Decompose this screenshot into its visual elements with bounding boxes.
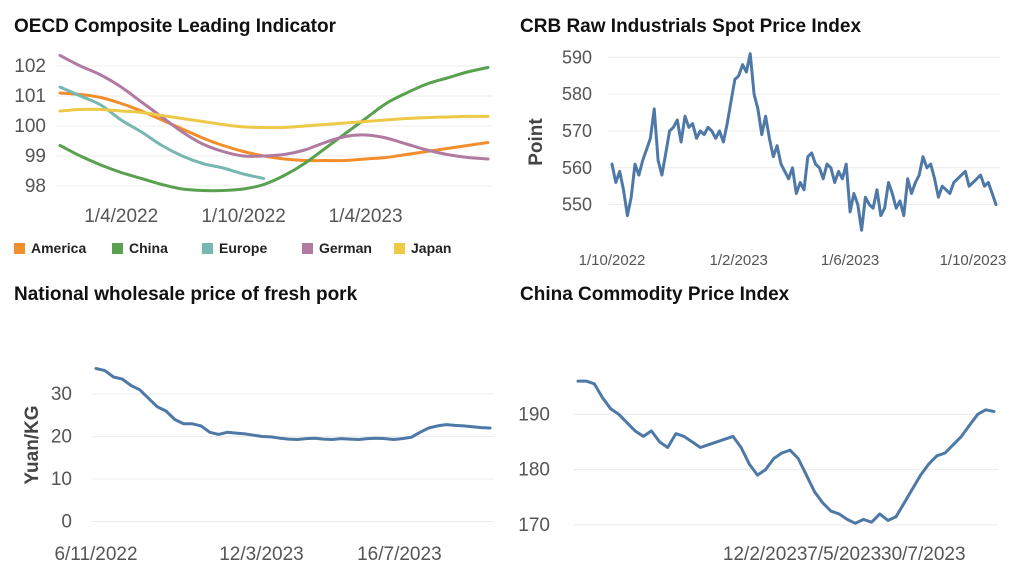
y-tick-label: 99: [25, 146, 46, 167]
chart-title: National wholesale price of fresh pork: [14, 284, 358, 305]
legend-swatch: [112, 242, 123, 254]
y-axis-label: Point: [526, 118, 547, 166]
y-tick-label: 170: [518, 515, 550, 536]
y-tick-label: 560: [562, 158, 592, 178]
x-tick-label: 1/10/2022: [201, 206, 286, 227]
series-line-main: [576, 379, 996, 525]
legend-label: Japan: [411, 240, 452, 256]
chart-pork: National wholesale price of fresh pork 0…: [0, 280, 500, 576]
y-axis-label: Yuan/KG: [22, 405, 43, 484]
legend-label: America: [31, 240, 87, 256]
series-line-europe: [58, 85, 266, 180]
legend-item-china: China: [112, 240, 202, 256]
y-tick-label: 550: [562, 195, 592, 215]
chart-ccpi: China Commodity Price Index 170 180 190 12/…: [512, 280, 1024, 576]
legend-swatch: [394, 242, 405, 254]
legend-label: Europe: [219, 240, 268, 256]
y-tick-label: 20: [51, 427, 72, 448]
series-line-main: [610, 52, 998, 232]
y-tick-label: 10: [51, 469, 72, 490]
y-tick-label: 180: [518, 460, 550, 481]
legend-swatch: [14, 242, 25, 254]
x-tick-label: 1/10/2023: [940, 252, 1007, 269]
series-line-america: [58, 91, 490, 163]
x-tick-label: 7/5/2023: [807, 544, 881, 565]
x-tick-label: 1/10/2022: [579, 252, 646, 269]
x-tick-label: 16/7/2023: [357, 544, 442, 565]
legend-swatch: [302, 242, 313, 254]
y-tick-label: 102: [14, 56, 46, 77]
legend-item-europe: Europe: [202, 240, 302, 256]
y-tick-label: 101: [14, 86, 46, 107]
x-tick-label: 1/4/2022: [84, 206, 158, 227]
y-tick-label: 0: [61, 512, 72, 533]
chart-title: China Commodity Price Index: [520, 284, 790, 305]
series-line-german: [58, 54, 490, 161]
chart-crb-plot: 550 560 570 580 590 1/10/2022 1/2/2023 1/6/2023…: [526, 47, 1007, 269]
chart-oecd-plot: 98 99 100 101 102 1/4/2022 1/10/2022 1/4/2023: [14, 54, 492, 227]
chart-ccpi-plot: 170 180 190 12/2/2023 7/5/2023 30/7/2023: [518, 379, 998, 565]
x-tick-label: 1/2/2023: [710, 252, 768, 269]
y-tick-label: 190: [518, 404, 550, 425]
x-tick-label: 1/6/2023: [821, 252, 879, 269]
y-tick-label: 570: [562, 121, 592, 141]
y-tick-label: 590: [562, 47, 592, 67]
x-tick-label: 6/11/2022: [54, 544, 137, 565]
y-tick-label: 98: [25, 176, 46, 197]
y-tick-label: 30: [51, 384, 72, 405]
x-tick-label: 12/3/2023: [219, 544, 304, 565]
chart-crb: CRB Raw Industrials Spot Price Index 550…: [512, 0, 1024, 280]
legend-label: German: [319, 240, 372, 256]
chart-legend: America China Europe German Japan: [14, 240, 474, 256]
legend-item-german: German: [302, 240, 394, 256]
x-tick-label: 12/2/2023: [723, 544, 808, 565]
series-line-japan: [58, 107, 490, 130]
y-tick-label: 100: [14, 116, 46, 137]
series-line-main: [94, 367, 492, 441]
legend-label: China: [129, 240, 168, 256]
legend-swatch: [202, 242, 213, 254]
series-line-china: [58, 66, 490, 193]
y-tick-label: 580: [562, 84, 592, 104]
chart-pork-plot: 0 10 20 30 6/11/2022 12/3/2023 16/7/2023 Yuan/K…: [22, 367, 494, 565]
x-tick-label: 30/7/2023: [881, 544, 966, 565]
x-tick-label: 1/4/2023: [329, 206, 403, 227]
chart-title: OECD Composite Leading Indicator: [14, 16, 336, 37]
chart-oecd: OECD Composite Leading Indicator 98 99 100…: [0, 0, 500, 270]
chart-title: CRB Raw Industrials Spot Price Index: [520, 16, 862, 37]
legend-item-japan: Japan: [394, 240, 474, 256]
legend-item-america: America: [14, 240, 112, 256]
